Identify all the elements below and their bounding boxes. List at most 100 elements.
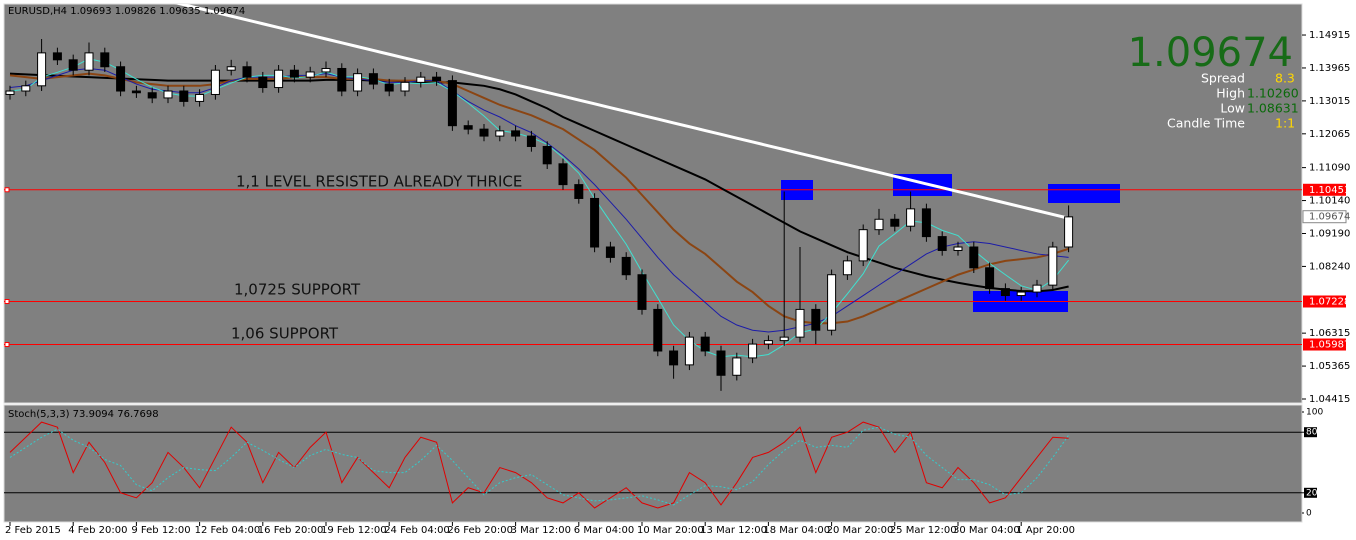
- x-tick-label: 30 Mar 04:00: [953, 525, 1020, 536]
- level-label-box: [1303, 295, 1346, 308]
- info-label: Candle Time: [1167, 116, 1245, 131]
- candle-body: [258, 76, 268, 89]
- info-value: 1.10260: [1247, 86, 1299, 101]
- candle-body: [400, 81, 410, 92]
- indicator-name: Stoch(5,3,3): [8, 409, 70, 420]
- x-tick-label: 16 Feb 20:00: [258, 525, 324, 536]
- candle-body: [463, 125, 473, 130]
- info-label: Spread: [1201, 71, 1245, 86]
- level-marker: [4, 342, 10, 348]
- stoch-line: [9, 421, 1069, 509]
- level-label-box: [1303, 338, 1346, 351]
- candle-body: [637, 274, 647, 310]
- x-tick-label: 2 Feb 2015: [5, 525, 61, 536]
- info-value: 1:1: [1275, 116, 1295, 131]
- x-tick-label: 13 Mar 12:00: [700, 525, 767, 536]
- candle-body: [827, 274, 837, 331]
- candle-body: [368, 73, 378, 85]
- x-tick-label: 6 Mar 04:00: [574, 525, 634, 536]
- candle-body: [921, 208, 931, 238]
- info-value: 8.3: [1275, 71, 1295, 86]
- candle-body: [321, 67, 331, 73]
- candle-body: [542, 145, 552, 165]
- candle-body: [763, 340, 773, 345]
- y-tick-label: 1.12065: [1309, 129, 1350, 140]
- y-tick-label: 1.06315: [1309, 328, 1350, 339]
- header-value: 1.09826: [115, 6, 156, 17]
- price-label: 1.09674: [1309, 212, 1350, 223]
- y-tick-label: 20: [1306, 488, 1318, 498]
- y-tick-label: 80: [1306, 428, 1318, 438]
- candle-body: [716, 350, 726, 376]
- candle-body: [1032, 284, 1042, 293]
- candle-body: [1016, 291, 1026, 297]
- y-tick-label: 1.14915: [1309, 30, 1350, 41]
- candle-body: [558, 163, 568, 186]
- candle-body: [289, 69, 299, 78]
- info-label: Low: [1220, 101, 1245, 116]
- candle-body: [495, 130, 505, 137]
- x-tick-label: 19 Feb 12:00: [321, 525, 387, 536]
- candle-body: [68, 59, 78, 71]
- candle-body: [874, 218, 884, 231]
- candle-body: [779, 336, 789, 342]
- annotation: 1,06 SUPPORT: [231, 325, 339, 343]
- header-value: 1.09693: [70, 6, 111, 17]
- stoch-line: [9, 426, 1070, 506]
- moving-average: [174, 4, 1069, 220]
- candle-body: [147, 92, 157, 99]
- candle-body: [274, 69, 284, 89]
- candle-body: [526, 135, 536, 147]
- candle-body: [684, 336, 694, 366]
- candle-body: [384, 83, 394, 92]
- stoch-plot: [4, 421, 1302, 509]
- candle-body: [669, 350, 679, 366]
- moving-average: [9, 72, 1069, 293]
- annotation: 1,0725 SUPPORT: [234, 281, 361, 299]
- y-tick-label: 1.13015: [1309, 96, 1350, 107]
- header-value: 1.09635: [159, 6, 200, 17]
- x-tick-label: 24 Feb 04:00: [384, 525, 450, 536]
- candle-body: [479, 128, 489, 137]
- candle-body: [195, 93, 205, 102]
- y-tick-label: 1.04415: [1309, 394, 1350, 405]
- annotation: 1,1 LEVEL RESISTED ALREADY THRICE: [236, 173, 522, 191]
- info-value: 1.08631: [1247, 101, 1299, 116]
- y-tick-label: 1.10140: [1309, 196, 1350, 207]
- y-tick-label: 0: [1306, 509, 1312, 519]
- candle-body: [116, 66, 126, 92]
- candle-body: [732, 357, 742, 376]
- level-label: 1.10451: [1309, 185, 1350, 196]
- x-tick-label: 1 Apr 20:00: [1016, 525, 1075, 536]
- level-marker: [4, 298, 10, 304]
- main-panel: [3, 3, 1303, 404]
- stoch-panel: [3, 404, 1303, 523]
- y-tick-label: 100: [1306, 408, 1323, 418]
- candle-body: [574, 184, 584, 199]
- x-tick-label: 12 Feb 04:00: [195, 525, 261, 536]
- x-tick-label: 9 Feb 12:00: [131, 525, 190, 536]
- symbol: EURUSD,H4: [8, 6, 67, 17]
- x-tick-label: 20 Mar 20:00: [827, 525, 894, 536]
- y-tick-box: [1304, 487, 1317, 498]
- candle-body: [353, 73, 363, 92]
- candle-body: [100, 52, 110, 68]
- x-tick-label: 25 Mar 12:00: [890, 525, 957, 536]
- candle-body: [842, 260, 852, 276]
- candle-body: [858, 229, 868, 262]
- candle-body: [416, 76, 426, 83]
- candle-body: [5, 90, 15, 95]
- candle-body: [700, 336, 710, 352]
- candle-body: [337, 67, 347, 92]
- candle-body: [906, 208, 916, 227]
- price-label-box: [1302, 210, 1347, 224]
- candle-body: [1064, 216, 1074, 248]
- y-tick-box: [1304, 427, 1317, 438]
- y-tick-label: 1.08240: [1309, 261, 1350, 272]
- candle-body: [590, 197, 600, 248]
- overlay: 1,1 LEVEL RESISTED ALREADY THRICE 1,0725…: [8, 6, 1299, 420]
- candle-body: [748, 343, 758, 359]
- highlight-box: [1048, 184, 1120, 203]
